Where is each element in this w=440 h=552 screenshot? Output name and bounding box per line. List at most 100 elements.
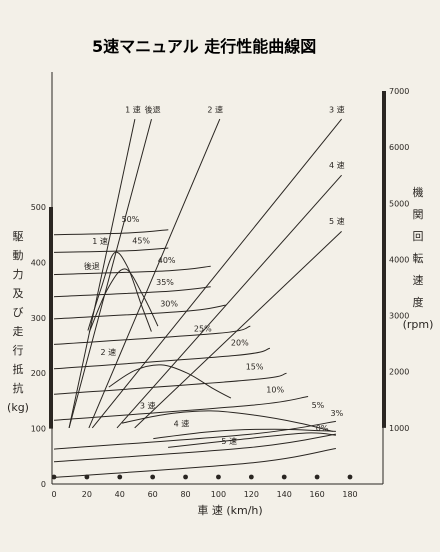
grade-resistance-curve <box>53 247 169 253</box>
curve-label: 後退 <box>84 261 100 271</box>
traction-curve <box>153 428 336 440</box>
curve-label: 50% <box>122 215 140 224</box>
y-right-tick-label: 4000 <box>389 255 409 264</box>
grade-resistance-curve <box>53 396 309 421</box>
gear-rpm-lines <box>68 118 342 429</box>
y-left-axis-title-char: 抵 <box>13 362 24 376</box>
chart-title: 5速マニュアル 走行性能曲線図 <box>92 37 316 56</box>
grade-resistance-curve <box>53 286 211 298</box>
x-tick-label: 100 <box>211 490 226 499</box>
x-tick-label: 80 <box>180 490 190 499</box>
y-right-tick-label: 6000 <box>389 143 409 152</box>
y-left-axis-title-char: 及 <box>13 287 24 300</box>
x-tick-dot <box>84 474 90 480</box>
y-right-axis-title-char: (rpm) <box>403 318 434 331</box>
y-right-axis-title-char: 速 <box>413 274 424 287</box>
grade-resistance-curve <box>53 347 271 370</box>
curve-label: 5 速 <box>329 217 345 226</box>
curve-label: 1 速 <box>125 105 141 114</box>
curve-label: 25% <box>194 325 212 334</box>
x-tick-dot <box>281 474 287 480</box>
y-left-axis-title-char: 抗 <box>13 381 24 395</box>
x-tick-label: 120 <box>244 490 259 499</box>
traction-curves <box>87 251 336 448</box>
y-right-axis-title-char: 度 <box>413 295 424 309</box>
gear-rpm-line <box>88 118 221 429</box>
y-right-axis-title-char: 回 <box>413 230 424 243</box>
x-tick-label: 160 <box>309 490 324 499</box>
curve-label: 20% <box>231 339 249 348</box>
grade-resistance-curve <box>53 325 251 345</box>
y-left-tick-label: 300 <box>31 314 46 323</box>
x-tick-label: 0 <box>51 490 56 499</box>
gear-rpm-line <box>134 231 342 429</box>
y-left-axis-title-char: 動 <box>13 248 24 262</box>
y-left-axis-title-char: 駆 <box>13 230 24 243</box>
x-tick-dot <box>117 474 123 480</box>
curve-label: 0% <box>316 424 329 433</box>
y-left-tick-label: 500 <box>31 203 46 212</box>
curve-label: 5 速 <box>221 437 237 446</box>
curve-label: 4 速 <box>174 419 190 428</box>
y-right-tick-label: 2000 <box>389 368 409 377</box>
gear-rpm-line <box>116 174 342 429</box>
curve-label: 4 速 <box>329 161 345 170</box>
y-left-axis-title-char: 走 <box>13 325 24 338</box>
x-tick-dot <box>150 474 156 480</box>
curve-label: 5% <box>312 401 325 410</box>
x-tick-label: 140 <box>277 490 292 499</box>
x-tick-dot <box>51 474 57 480</box>
traction-curve <box>121 410 333 432</box>
traction-curve <box>168 432 336 448</box>
left-axis-bar <box>49 207 53 429</box>
y-right-axis-title-char: 関 <box>413 208 424 221</box>
y-right-tick-label: 3000 <box>389 312 409 321</box>
curve-label: 後退 <box>145 104 161 114</box>
x-tick-dot <box>248 474 254 480</box>
curve-label: 35% <box>156 278 174 287</box>
y-left-axis-title-char: 力 <box>13 268 24 281</box>
y-left-tick-label: 0 <box>41 480 46 489</box>
curve-label: 2 速 <box>100 348 116 357</box>
grade-resistance-curve <box>53 265 211 276</box>
traction-curve <box>87 251 152 332</box>
traction-curve <box>108 364 232 399</box>
grade-resistance-curve <box>53 433 336 463</box>
y-left-tick-label: 200 <box>31 369 46 378</box>
y-right-axis-title-char: 転 <box>413 252 424 265</box>
grade-resistance-curve <box>53 304 226 320</box>
curve-label: 15% <box>246 362 264 371</box>
x-axis-title: 車 速 (km/h) <box>197 503 262 517</box>
curve-label: 3 速 <box>329 105 345 114</box>
traction-curve <box>88 268 159 333</box>
y-left-axis-title-char: 行 <box>13 344 24 357</box>
x-tick-label: 40 <box>115 490 125 499</box>
y-right-tick-label: 1000 <box>389 424 409 433</box>
y-right-tick-label: 7000 <box>389 87 409 96</box>
axes <box>49 72 386 485</box>
grade-resistance-curve <box>53 229 169 236</box>
grade-resistance-curve <box>53 448 336 478</box>
curve-label: 3% <box>330 409 343 418</box>
curve-label: 1 速 <box>92 237 108 246</box>
y-right-axis-title-char: 機 <box>413 185 424 199</box>
x-tick-dot <box>216 474 221 480</box>
curve-label: 45% <box>132 237 150 246</box>
grade-resistance-curve <box>53 420 336 450</box>
gear-rpm-line <box>68 118 152 429</box>
grade-resistance-curves <box>53 229 336 478</box>
gear-rpm-line <box>91 118 342 429</box>
curve-label: 3 速 <box>140 402 156 411</box>
grade-resistance-curve <box>53 372 287 395</box>
curve-label: 10% <box>266 386 284 395</box>
x-tick-label: 20 <box>82 490 92 499</box>
y-left-tick-label: 100 <box>31 425 46 434</box>
y-left-tick-label: 400 <box>31 258 46 267</box>
x-tick-dot <box>183 474 188 480</box>
curve-label: 40% <box>158 256 176 265</box>
x-tick-label: 180 <box>342 490 357 499</box>
